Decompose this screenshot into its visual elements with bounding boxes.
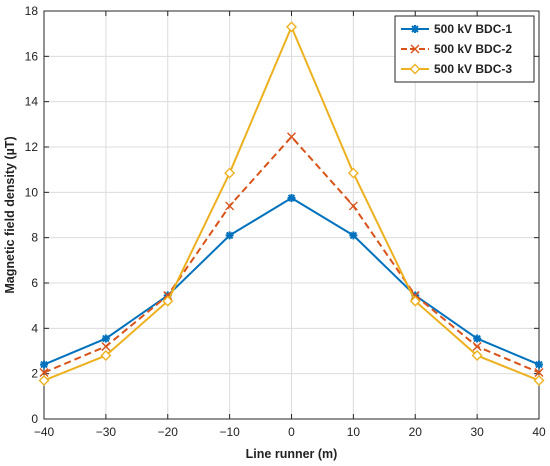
- data-point: [224, 167, 236, 179]
- data-point: [348, 201, 358, 211]
- marker-stroke: [472, 341, 482, 351]
- data-point: [473, 334, 482, 343]
- marker-core: [474, 335, 480, 342]
- data-point: [535, 360, 543, 369]
- marker-core: [227, 232, 233, 238]
- legend-item: 500 kV BDC-2: [401, 42, 512, 56]
- legend-label: 500 kV BDC-1: [434, 22, 512, 36]
- marker-shape: [286, 21, 297, 33]
- data-point: [472, 341, 482, 351]
- x-tick-label: 40: [532, 425, 546, 439]
- y-tick-label: 12: [25, 140, 39, 154]
- data-point: [347, 167, 359, 179]
- data-point: [287, 194, 296, 202]
- series-2: [39, 132, 544, 378]
- marker-stroke: [39, 368, 49, 378]
- data-point: [101, 334, 110, 343]
- marker-stroke: [287, 132, 296, 142]
- x-tick-label: −20: [158, 425, 179, 439]
- y-tick-label: 6: [31, 276, 38, 290]
- x-axis-title: Line runner (m): [246, 447, 338, 461]
- marker-core: [350, 232, 356, 238]
- y-tick-label: 14: [25, 95, 39, 109]
- legend-label: 500 kV BDC-2: [434, 42, 512, 56]
- data-point: [162, 295, 174, 307]
- y-tick-label: 2: [31, 367, 38, 381]
- marker-shape: [533, 374, 545, 386]
- y-tick-label: 4: [31, 321, 38, 335]
- marker-stroke: [410, 44, 420, 54]
- y-tick-label: 16: [25, 49, 39, 63]
- data-point: [225, 231, 234, 240]
- marker-shape: [38, 374, 50, 386]
- series-3: [38, 21, 545, 386]
- y-tick-label: 10: [25, 185, 39, 199]
- marker-shape: [162, 295, 174, 307]
- marker-stroke: [163, 290, 173, 300]
- x-tick-label: 20: [409, 425, 423, 439]
- data-point: [163, 290, 173, 300]
- legend-item: 500 kV BDC-1: [401, 22, 512, 36]
- data-point: [286, 21, 297, 33]
- data-point: [38, 374, 50, 386]
- legend-item: 500 kV BDC-3: [401, 62, 512, 76]
- y-tick-label: 8: [31, 231, 38, 245]
- marker-core: [41, 362, 47, 368]
- marker-core: [412, 26, 418, 32]
- x-tick-label: 30: [470, 425, 484, 439]
- marker-shape: [409, 63, 421, 75]
- data-point: [100, 350, 112, 362]
- data-point: [40, 360, 48, 369]
- data-point: [533, 374, 545, 386]
- marker-stroke: [101, 341, 111, 351]
- y-tick-label: 18: [25, 4, 39, 18]
- data-point: [225, 201, 235, 211]
- y-axis-title: Magnetic field density (µT): [3, 136, 17, 293]
- legend-label: 500 kV BDC-3: [434, 62, 512, 76]
- marker-core: [536, 362, 542, 368]
- x-tick-label: 10: [347, 425, 361, 439]
- y-tick-label: 0: [31, 412, 38, 426]
- marker-core: [288, 195, 295, 201]
- data-point: [101, 341, 111, 351]
- x-tick-label: −30: [96, 425, 117, 439]
- series-line: [43, 135, 540, 374]
- data-point: [349, 231, 358, 240]
- marker-core: [103, 335, 109, 342]
- marker-stroke: [410, 290, 420, 300]
- data-point: [287, 132, 296, 142]
- series-group: [38, 21, 545, 386]
- legend: 500 kV BDC-1 500 kV BDC-2 500 kV BDC-3: [394, 15, 535, 83]
- marker-shape: [471, 350, 483, 362]
- data-point: [409, 295, 421, 307]
- data-point: [39, 368, 49, 378]
- marker-shape: [409, 295, 421, 307]
- marker-shape: [100, 350, 112, 362]
- x-tick-label: 0: [288, 425, 295, 439]
- data-point: [410, 290, 420, 300]
- axis-ticks: −40 −30 −20 −10 0 10 20 30 40 0 2 4 6 8 10 12 14 16 18: [25, 4, 546, 439]
- marker-shape: [347, 167, 359, 179]
- x-tick-label: −10: [219, 425, 240, 439]
- data-point: [471, 350, 483, 362]
- marker-stroke: [348, 201, 358, 211]
- marker-stroke: [534, 368, 544, 378]
- data-point: [534, 368, 544, 378]
- marker-shape: [224, 167, 236, 179]
- marker-stroke: [225, 201, 235, 211]
- x-tick-label: −40: [34, 425, 55, 439]
